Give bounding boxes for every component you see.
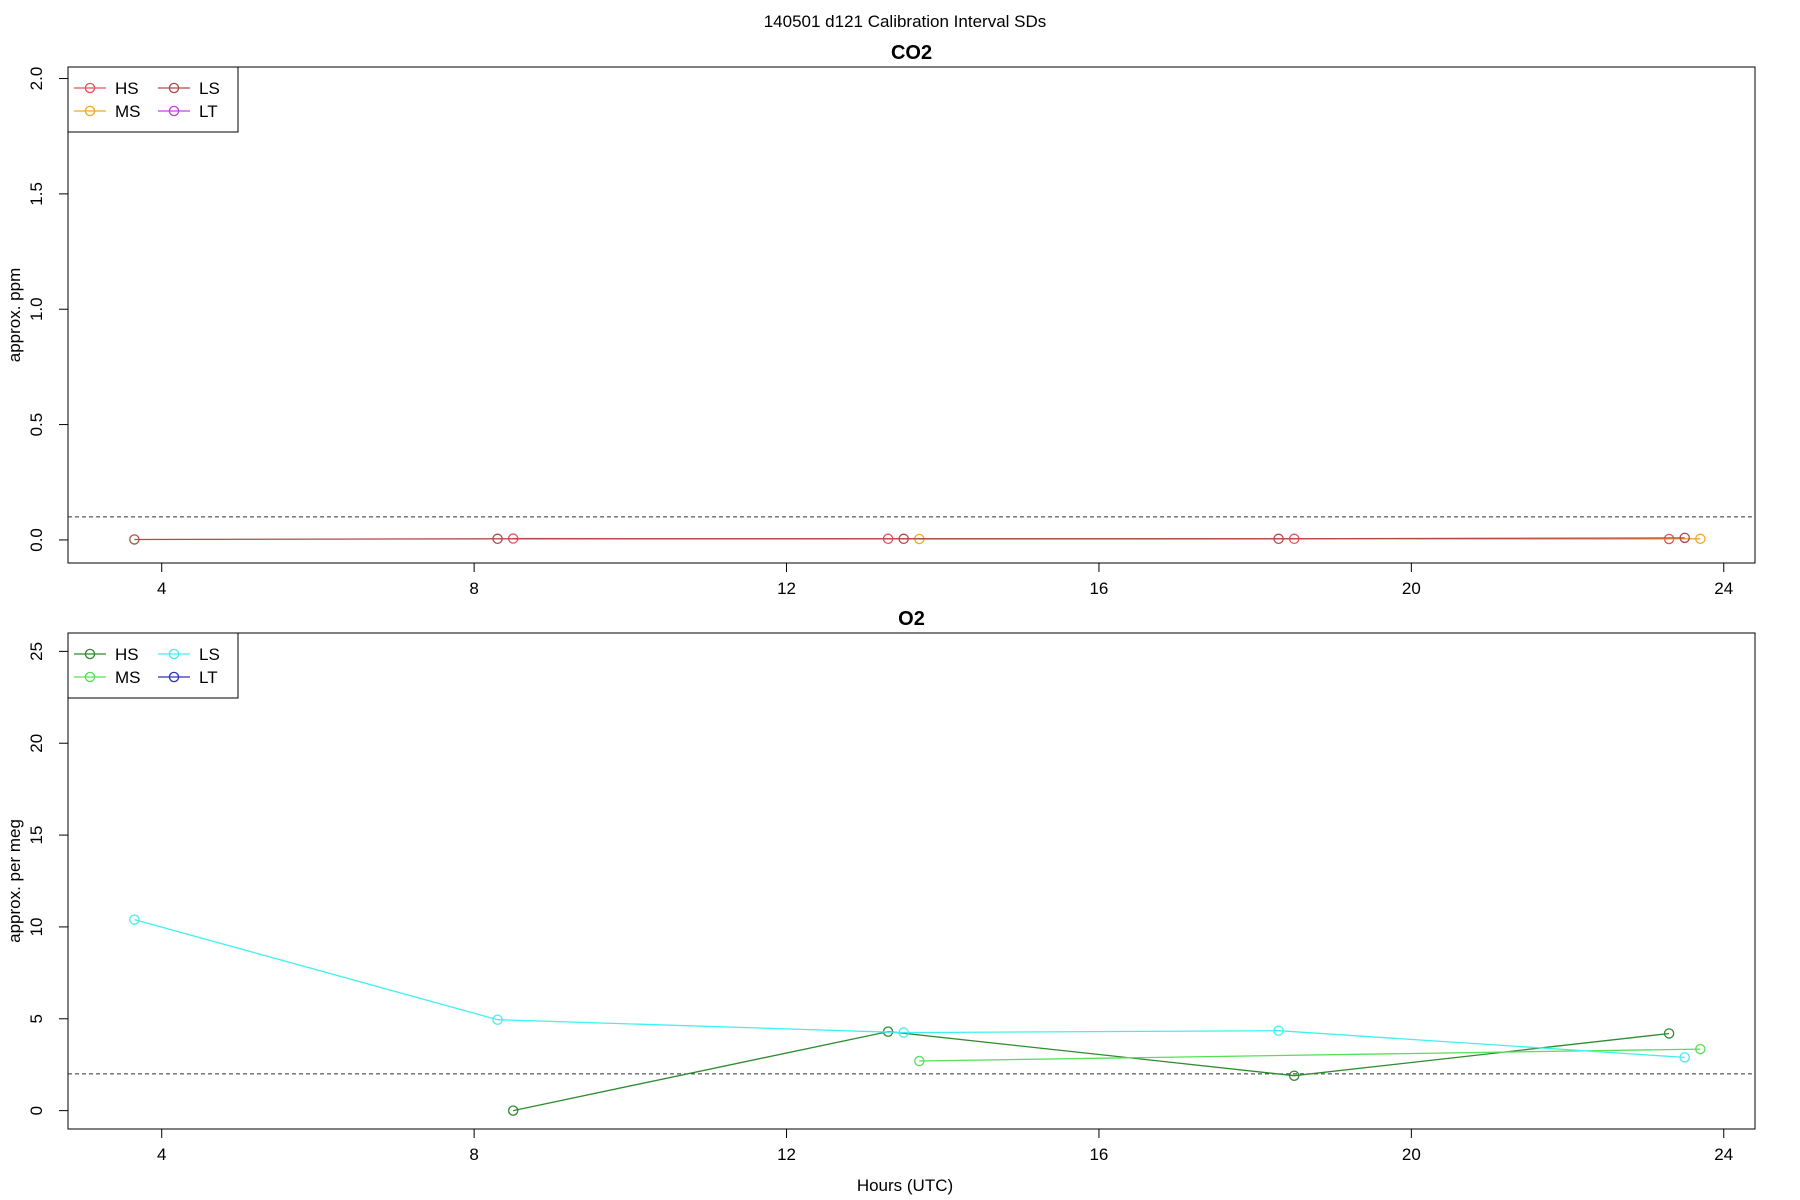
- y-axis-label: approx. per meg: [5, 819, 24, 943]
- y-tick-label: 0.0: [27, 528, 46, 552]
- x-tick-label: 8: [469, 1145, 478, 1164]
- legend-entry-hs: HS: [74, 79, 139, 98]
- legend-label: HS: [115, 645, 139, 664]
- data-point: [1288, 1070, 1300, 1081]
- y-tick-label: 2.0: [27, 67, 46, 91]
- legend: HS MS LS LT: [67, 66, 239, 133]
- y-tick-label: 0: [27, 1106, 46, 1115]
- legend-marker: [84, 82, 96, 94]
- legend-box: [67, 66, 239, 133]
- legend-label: LT: [199, 102, 218, 121]
- y-tick-label: 5: [27, 1014, 46, 1023]
- data-point: [1679, 532, 1690, 544]
- legend: HS MS LS LT: [67, 632, 239, 699]
- x-tick-label: 12: [777, 579, 796, 598]
- data-point: [129, 534, 140, 545]
- legend-entry-hs: HS: [74, 645, 139, 664]
- series-line: [513, 1030, 1670, 1112]
- page-title: 140501 d121 Calibration Interval SDs: [764, 12, 1047, 31]
- x-tick-label: 16: [1089, 1145, 1108, 1164]
- y-tick-label: 0.5: [27, 413, 46, 437]
- panel-title: CO2: [891, 42, 932, 64]
- data-point: [1695, 533, 1706, 545]
- legend-label: MS: [115, 668, 141, 687]
- data-point: [1695, 1043, 1706, 1055]
- y-axis-label: approx. ppm: [5, 268, 24, 363]
- x-tick-label: 20: [1402, 1145, 1421, 1164]
- y-tick-label: 20: [27, 734, 46, 753]
- series-ls: [129, 532, 1690, 545]
- y-tick-label: 1.0: [27, 297, 46, 321]
- data-point: [898, 533, 909, 545]
- legend-label: LS: [199, 645, 220, 664]
- data-point: [1273, 533, 1284, 545]
- y-tick-label: 1.5: [27, 182, 46, 206]
- plot-frame: [67, 66, 1756, 564]
- legend-label: HS: [115, 79, 139, 98]
- data-point: [914, 1055, 925, 1067]
- y-tick-label: 15: [27, 826, 46, 845]
- legend-marker: [168, 105, 180, 117]
- data-point: [898, 1027, 909, 1038]
- plot-frame: [67, 632, 1756, 1130]
- legend-entry-ls: LS: [158, 79, 220, 98]
- x-tick-label: 4: [157, 1145, 166, 1164]
- panel-co2: CO2 approx. ppm 4 8 12 16 20 24 0.0 0.5 1.0 1.5 2.0 H…: [5, 42, 1756, 598]
- legend-marker: [168, 671, 180, 683]
- x-tick-label: 12: [777, 1145, 796, 1164]
- data-point: [507, 1105, 519, 1116]
- legend-label: MS: [115, 102, 141, 121]
- legend-marker: [168, 648, 180, 660]
- x-tick-label: 20: [1402, 579, 1421, 598]
- panel-title: O2: [898, 608, 925, 630]
- legend-entry-ms: MS: [74, 102, 141, 121]
- x-tick-label: 8: [469, 579, 478, 598]
- x-tick-label: 24: [1714, 1145, 1733, 1164]
- legend-box: [67, 632, 239, 699]
- legend-label: LS: [199, 79, 220, 98]
- legend-marker: [84, 648, 96, 660]
- data-point: [129, 914, 140, 925]
- series-line: [134, 537, 1685, 541]
- series-line: [134, 918, 1685, 1059]
- legend-marker: [168, 82, 180, 94]
- panel-o2: O2 approx. per meg 4 8 12 16 20 24 0 5 10 15 20 25 HS M…: [5, 608, 1756, 1164]
- data-point: [1679, 1052, 1690, 1063]
- legend-label: LT: [199, 668, 218, 687]
- x-tick-label: 24: [1714, 579, 1733, 598]
- y-tick-label: 10: [27, 917, 46, 936]
- legend-marker: [84, 671, 96, 683]
- data-point: [492, 533, 503, 545]
- x-axis-label: Hours (UTC): [857, 1176, 953, 1195]
- y-tick-label: 25: [27, 642, 46, 661]
- legend-entry-ls: LS: [158, 645, 220, 664]
- chart-panels: CO2 approx. ppm 4 8 12 16 20 24 0.0 0.5 1.0 1.5 2.0 H…: [5, 42, 1756, 1164]
- series-line: [919, 1048, 1701, 1062]
- data-point: [1273, 1025, 1284, 1036]
- data-point: [492, 1014, 503, 1025]
- x-tick-label: 4: [157, 579, 166, 598]
- x-tick-label: 16: [1089, 579, 1108, 598]
- series-ms: [914, 1043, 1706, 1067]
- series-ls: [129, 914, 1690, 1063]
- data-point: [1663, 1028, 1675, 1039]
- legend-marker: [84, 105, 96, 117]
- legend-entry-lt: LT: [158, 102, 218, 121]
- series-hs: [507, 1026, 1675, 1116]
- legend-entry-lt: LT: [158, 668, 218, 687]
- legend-entry-ms: MS: [74, 668, 141, 687]
